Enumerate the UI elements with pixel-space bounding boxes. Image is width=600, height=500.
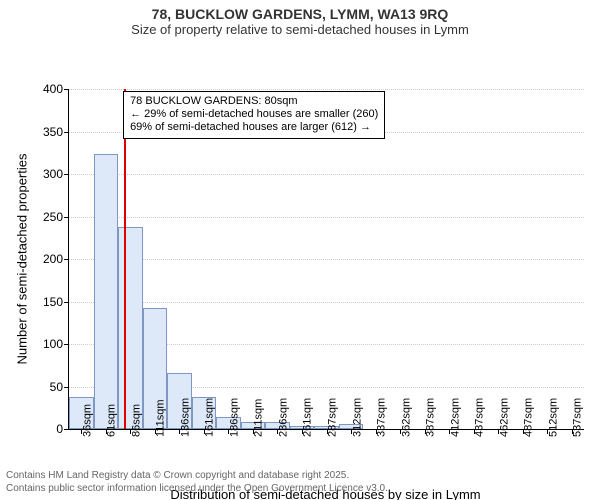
grid-line	[69, 217, 584, 218]
annotation-line: 69% of semi-detached houses are larger (…	[130, 121, 378, 134]
x-tick-label: 537sqm	[572, 398, 584, 437]
x-tick-label: 36sqm	[81, 404, 93, 437]
x-tick-label: 261sqm	[302, 398, 314, 437]
x-tick-label: 211sqm	[253, 399, 265, 437]
grid-line	[69, 302, 584, 303]
x-tick-label: 487sqm	[523, 398, 535, 437]
y-tick-label: 200	[43, 252, 69, 266]
annotation-line: 78 BUCKLOW GARDENS: 80sqm	[130, 95, 378, 108]
x-tick-label: 337sqm	[376, 398, 388, 437]
x-tick-label: 412sqm	[449, 398, 461, 437]
x-tick-label: 61sqm	[106, 404, 118, 437]
annotation-box: 78 BUCKLOW GARDENS: 80sqm← 29% of semi-d…	[123, 91, 385, 139]
grid-line	[69, 174, 584, 175]
x-tick-label: 136sqm	[179, 398, 191, 437]
x-tick-label: 362sqm	[400, 398, 412, 437]
grid-line	[69, 259, 584, 260]
y-tick-label: 300	[43, 167, 69, 181]
x-tick-label: 111sqm	[155, 399, 167, 437]
y-tick-label: 400	[43, 82, 69, 96]
plot-area: 05010015020025030035040036sqm61sqm86sqm1…	[68, 89, 584, 430]
x-tick-label: 462sqm	[498, 398, 510, 437]
x-tick-label: 512sqm	[547, 398, 559, 437]
x-tick-label: 236sqm	[277, 398, 289, 437]
histogram-bar	[118, 227, 143, 429]
y-tick-label: 350	[43, 125, 69, 139]
chart-title-line2: Size of property relative to semi-detach…	[0, 22, 600, 41]
y-tick-label: 50	[50, 380, 69, 394]
grid-line	[69, 89, 584, 90]
property-marker-line	[124, 89, 126, 429]
y-tick-label: 100	[43, 337, 69, 351]
footer-attribution: Contains HM Land Registry data © Crown c…	[0, 470, 388, 495]
chart-title-line1: 78, BUCKLOW GARDENS, LYMM, WA13 9RQ	[0, 0, 600, 22]
chart-title-block: 78, BUCKLOW GARDENS, LYMM, WA13 9RQ Size…	[0, 0, 600, 41]
y-tick-label: 150	[43, 295, 69, 309]
y-tick-label: 0	[56, 422, 69, 436]
x-tick-label: 312sqm	[351, 398, 363, 437]
x-tick-label: 437sqm	[474, 398, 486, 437]
footer-line1: Contains HM Land Registry data © Crown c…	[6, 470, 388, 483]
x-tick-label: 161sqm	[204, 398, 216, 437]
footer-line2: Contains public sector information licen…	[6, 483, 388, 496]
y-axis-label: Number of semi-detached properties	[15, 154, 30, 365]
x-tick-label: 186sqm	[228, 398, 240, 437]
histogram-bar	[94, 154, 119, 429]
y-tick-label: 250	[43, 210, 69, 224]
annotation-line: ← 29% of semi-detached houses are smalle…	[130, 108, 378, 121]
x-tick-label: 287sqm	[327, 398, 339, 437]
x-tick-label: 387sqm	[425, 398, 437, 437]
x-tick-label: 86sqm	[130, 404, 142, 437]
